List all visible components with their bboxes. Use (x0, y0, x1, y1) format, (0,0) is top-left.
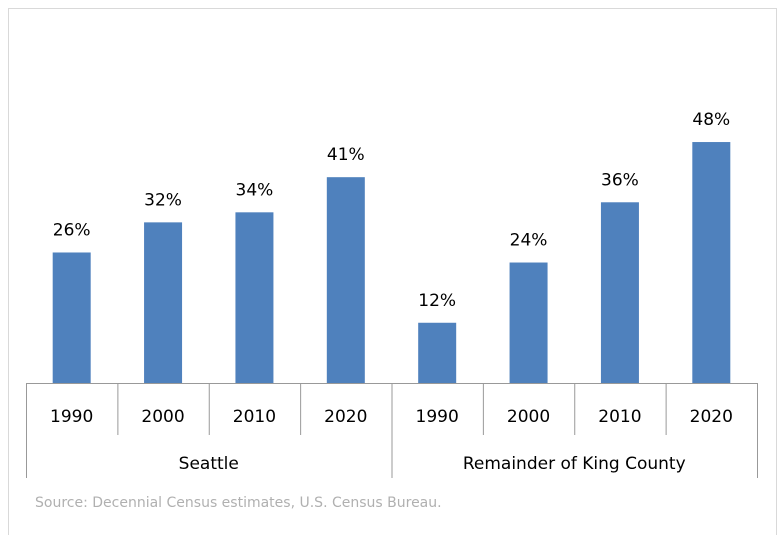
bar (326, 177, 365, 383)
group-label: Seattle (179, 454, 239, 474)
bar (144, 222, 183, 383)
x-tick-label: 1990 (416, 407, 459, 427)
value-label: 48% (692, 110, 730, 130)
value-label: 12% (418, 291, 456, 311)
value-label: 34% (236, 180, 274, 200)
x-tick-label: 2020 (690, 407, 733, 427)
bar (600, 202, 639, 383)
x-tick-label: 1990 (50, 407, 93, 427)
bar (52, 252, 91, 383)
value-label: 26% (53, 220, 91, 240)
x-tick-label: 2000 (141, 407, 184, 427)
value-label: 41% (327, 145, 365, 165)
bar (418, 322, 457, 383)
bar (235, 212, 274, 383)
chart-frame (8, 8, 777, 535)
source-note: Source: Decennial Census estimates, U.S.… (35, 495, 442, 511)
x-tick-label: 2010 (598, 407, 641, 427)
x-tick-label: 2020 (324, 407, 367, 427)
bar (692, 142, 731, 383)
value-label: 24% (510, 231, 548, 251)
bar (509, 262, 548, 383)
value-label: 36% (601, 170, 639, 190)
x-tick-label: 2010 (233, 407, 276, 427)
group-label: Remainder of King County (463, 454, 686, 474)
value-label: 32% (144, 190, 182, 210)
x-tick-label: 2000 (507, 407, 550, 427)
